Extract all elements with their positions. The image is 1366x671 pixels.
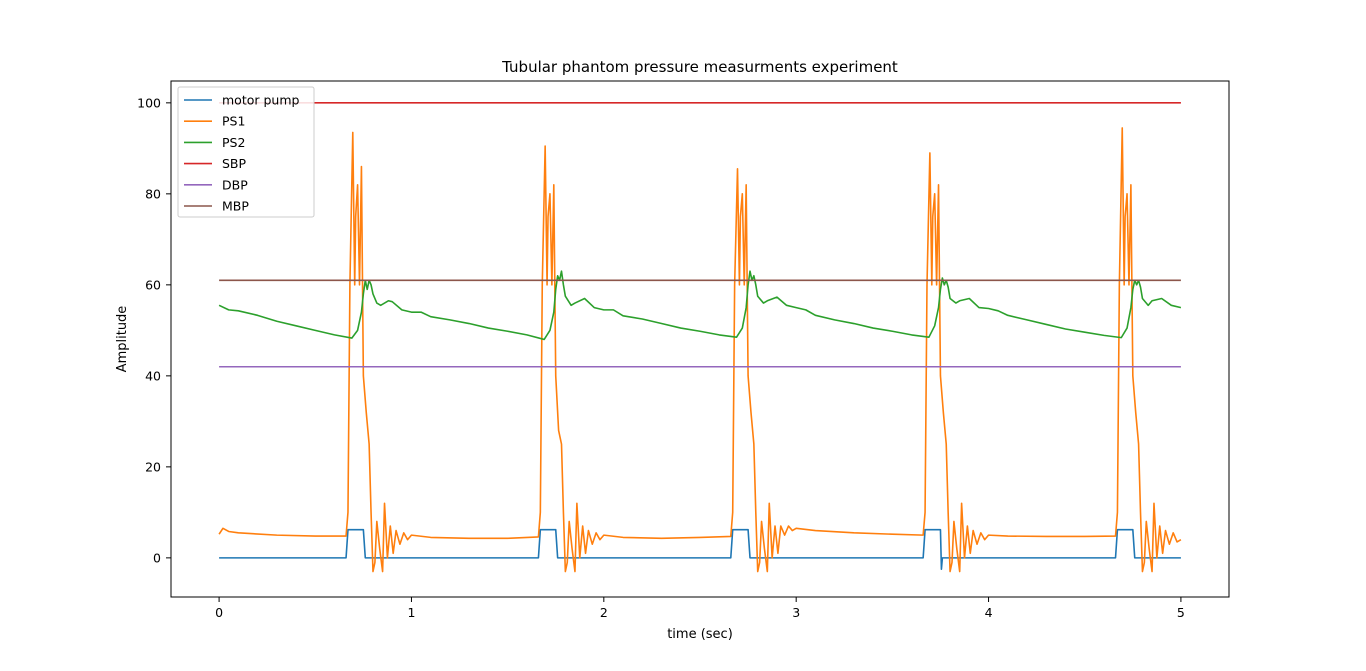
y-tick-label: 0 [153,550,161,565]
x-tick-label: 4 [985,605,993,620]
chart-title: Tubular phantom pressure measurments exp… [501,58,898,76]
y-tick-label: 80 [145,186,161,201]
y-tick-label: 60 [145,277,161,292]
legend-label: PS1 [222,114,245,129]
series-line-ps2 [218,270,1182,341]
x-axis: 0 1 2 3 4 5 [215,597,1185,620]
x-tick-label: 3 [792,605,800,620]
plot-lines [218,102,1182,573]
x-tick-label: 0 [215,605,223,620]
legend: motor pump PS1 PS2 SBP DBP MBP [177,86,315,218]
x-tick-label: 2 [600,605,608,620]
y-tick-label: 20 [145,459,161,474]
y-tick-label: 100 [137,95,161,110]
y-axis: 0 20 40 60 80 100 [137,95,171,565]
legend-label: PS2 [222,135,245,150]
series-line-ps1 [218,127,1182,573]
x-tick-label: 5 [1177,605,1185,620]
legend-label: SBP [222,156,247,171]
x-axis-label: time (sec) [667,627,733,642]
legend-label: MBP [222,199,249,214]
x-tick-label: 1 [407,605,415,620]
y-tick-label: 40 [145,368,161,383]
series-line-motor-pump [219,528,1181,571]
y-axis-label: Amplitude [115,306,130,373]
plot-frame [170,80,1230,598]
legend-label: motor pump [222,93,300,108]
legend-label: DBP [222,177,248,192]
